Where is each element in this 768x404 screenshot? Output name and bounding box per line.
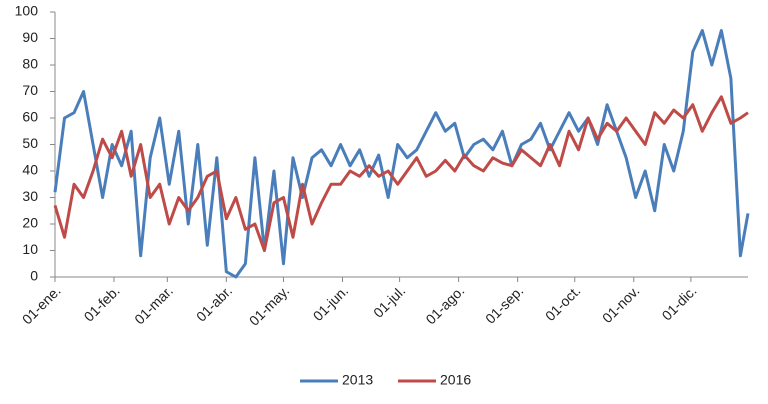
- x-tick-label: 01-may.: [246, 282, 292, 328]
- y-tick-label: 30: [22, 188, 38, 204]
- y-tick-label: 80: [22, 56, 38, 72]
- legend-label: 2013: [342, 372, 373, 388]
- legend-label: 2016: [440, 372, 471, 388]
- x-tick-label: 01-jul.: [370, 282, 408, 320]
- x-tick-label: 01-ene.: [19, 282, 64, 327]
- y-tick-label: 10: [22, 241, 38, 257]
- x-tick-label: 01-mar.: [131, 282, 176, 327]
- y-tick-label: 0: [30, 268, 38, 284]
- x-tick-label: 01-abr.: [193, 282, 235, 324]
- x-tick-label: 01-ago.: [422, 282, 467, 327]
- y-tick-label: 70: [22, 82, 38, 98]
- y-tick-label: 90: [22, 29, 38, 45]
- x-tick-label: 01-feb.: [81, 282, 123, 324]
- y-tick-label: 40: [22, 162, 38, 178]
- series-line: [53, 95, 749, 252]
- x-tick-label: 01-nov.: [599, 282, 643, 326]
- x-tick-label: 01-oct.: [542, 282, 584, 324]
- x-tick-label: 01-sep.: [482, 282, 526, 326]
- x-tick-label: 01-dic.: [659, 282, 700, 323]
- series-line: [53, 29, 750, 279]
- y-tick-label: 50: [22, 135, 38, 151]
- y-tick-label: 20: [22, 215, 38, 231]
- y-tick-label: 100: [15, 3, 39, 19]
- x-tick-label: 01-jun.: [310, 282, 352, 324]
- y-tick-label: 60: [22, 109, 38, 125]
